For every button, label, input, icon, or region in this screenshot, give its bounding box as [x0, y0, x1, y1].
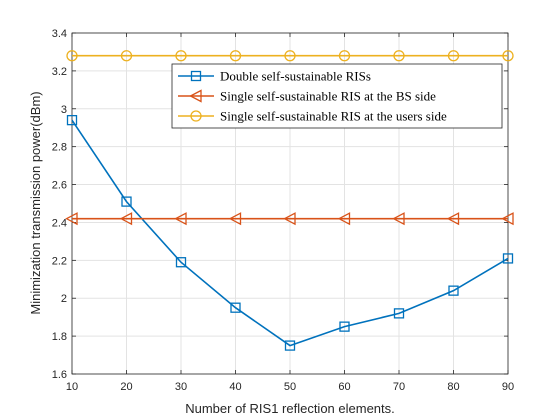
- triangle-left-marker: [283, 212, 296, 226]
- y-tick-label: 3.2: [52, 66, 67, 78]
- circle-marker: [120, 50, 133, 62]
- x-tick-label: 10: [66, 381, 78, 393]
- x-axis-label: Number of RIS1 reflection elements.: [185, 401, 395, 416]
- x-tick-label: 40: [229, 381, 241, 393]
- y-tick-label: 3: [61, 104, 67, 116]
- square-marker: [284, 340, 296, 351]
- series-circle: [66, 50, 514, 62]
- x-tick-label: 30: [175, 381, 187, 393]
- legend-label: Single self-sustainable RIS at the users…: [220, 109, 447, 124]
- y-tick-label: 3.4: [52, 28, 67, 40]
- x-tick-label: 60: [338, 381, 350, 393]
- series-group: [65, 50, 514, 351]
- circle-marker: [229, 50, 242, 62]
- legend-label: Single self-sustainable RIS at the BS si…: [220, 89, 436, 104]
- triangle-left-marker: [65, 212, 78, 226]
- y-tick-label: 2.6: [52, 180, 67, 192]
- legend: Double self-sustainable RISs Single self-…: [171, 63, 503, 129]
- axes: 10 20 30 40 50 60 70 80 90 1.6 1.8 2 2.2 2.4 2.6 2.8 3 3.…: [52, 28, 514, 393]
- square-marker: [121, 196, 132, 207]
- y-axis-label: Minimization transmission power(dBm): [28, 91, 43, 314]
- y-tick-label: 2.8: [52, 142, 67, 154]
- legend-label: Double self-sustainable RISs: [220, 69, 371, 84]
- y-tick-label: 2: [61, 293, 67, 305]
- legend-entry: Double self-sustainable RISs: [178, 69, 371, 84]
- x-tick-label: 20: [120, 381, 132, 393]
- circle-marker: [447, 50, 460, 62]
- y-tick-label: 2.4: [52, 217, 67, 229]
- square-marker: [502, 253, 514, 264]
- square-marker: [230, 302, 241, 313]
- square-marker: [448, 285, 459, 296]
- square-marker: [175, 257, 187, 268]
- circle-marker: [66, 50, 78, 62]
- triangle-left-marker: [189, 89, 202, 103]
- circle-marker: [190, 110, 202, 122]
- legend-entry: Single self-sustainable RIS at the BS si…: [178, 89, 436, 104]
- series-square: [66, 114, 514, 351]
- y-tick-label: 1.8: [52, 331, 67, 343]
- circle-marker: [284, 50, 296, 62]
- square-marker: [339, 321, 350, 332]
- triangle-left-marker: [392, 212, 405, 226]
- triangle-left-marker: [228, 212, 242, 226]
- triangle-left-marker: [446, 212, 460, 226]
- x-tick-label: 70: [393, 381, 405, 393]
- triangle-left-marker: [174, 212, 187, 226]
- series-triangle-left: [65, 212, 514, 226]
- circle-marker: [338, 50, 351, 62]
- circle-marker: [393, 50, 405, 62]
- square-marker: [190, 70, 202, 82]
- series-line: [71, 119, 509, 347]
- triangle-left-marker: [337, 212, 351, 226]
- triangle-left-marker: [501, 212, 514, 226]
- legend-entry: Single self-sustainable RIS at the users…: [178, 109, 447, 124]
- x-tick-label: 50: [284, 381, 296, 393]
- y-tick-label: 2.2: [52, 255, 67, 267]
- square-marker: [393, 308, 405, 319]
- circle-marker: [502, 50, 514, 62]
- x-tick-label: 80: [447, 381, 459, 393]
- x-tick-label: 90: [502, 381, 514, 393]
- y-tick-label: 1.6: [52, 369, 67, 381]
- legend-box: [171, 63, 503, 129]
- square-marker: [66, 114, 78, 126]
- triangle-left-marker: [119, 212, 133, 226]
- circle-marker: [175, 50, 187, 62]
